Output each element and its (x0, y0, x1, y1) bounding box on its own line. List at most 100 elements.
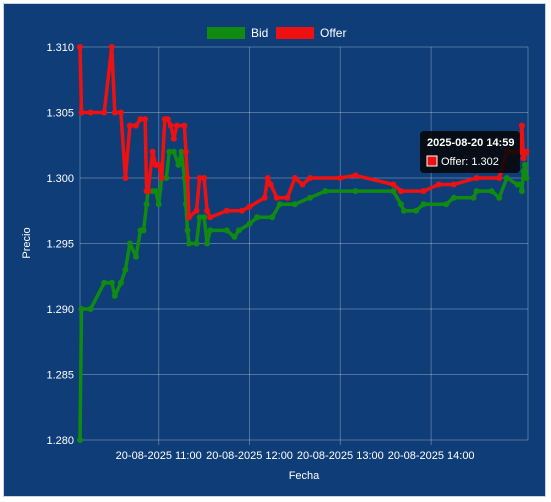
legend-swatch-bid[interactable] (207, 27, 245, 39)
data-point-bid (231, 233, 238, 240)
data-point-offer (184, 175, 191, 181)
data-point-offer (352, 172, 359, 179)
data-point-offer (122, 175, 129, 181)
y-axis-ticks: 1.310 1.305 1.300 1.295 1.290 1.285 1.280 (46, 42, 74, 447)
data-point-bid (523, 175, 530, 181)
data-point-offer (473, 175, 480, 181)
data-point-offer (167, 122, 174, 129)
data-point-offer (264, 175, 271, 181)
data-point-offer (164, 116, 171, 123)
legend-label-bid[interactable]: Bid (251, 26, 268, 40)
data-point-bid (170, 148, 177, 155)
data-point-bid (78, 306, 85, 312)
data-point-bid (184, 227, 191, 234)
data-point-bid (108, 279, 115, 286)
tooltip-title: 2025-08-20 14:59 (427, 137, 514, 149)
data-point-offer (390, 181, 397, 188)
data-point-offer (181, 122, 188, 129)
data-point-offer (246, 203, 253, 210)
data-point-offer (420, 188, 427, 195)
data-point-bid (133, 253, 139, 260)
data-point-offer (101, 109, 108, 116)
data-point-offer (267, 181, 274, 188)
data-point-offer (126, 122, 133, 129)
y-tick-label: 1.300 (46, 173, 74, 185)
y-tick-label: 1.305 (46, 108, 74, 120)
data-point-bid (101, 279, 108, 286)
data-point-bid (307, 194, 314, 201)
data-point-bid (276, 201, 283, 208)
y-tick-label: 1.290 (46, 304, 74, 316)
data-point-bid (163, 175, 170, 181)
data-point-offer (291, 175, 298, 181)
data-point-bid (518, 188, 525, 195)
data-point-bid (400, 207, 407, 214)
data-point-offer (523, 148, 530, 155)
data-point-offer (450, 181, 457, 188)
data-point-offer (108, 44, 115, 50)
tooltip: 2025-08-20 14:59 Offer: 1.302 (420, 131, 520, 173)
x-tick-label: 20-08-2025 12:00 (206, 450, 293, 462)
data-point-bid (143, 201, 150, 208)
data-point-bid (223, 227, 230, 234)
data-point-offer (238, 207, 245, 214)
data-point-bid (152, 188, 159, 195)
data-point-bid (166, 148, 173, 155)
data-point-bid (413, 207, 419, 214)
data-point-offer (397, 188, 404, 195)
data-point-bid (122, 266, 129, 273)
data-point-bid (291, 201, 298, 208)
tooltip-swatch (426, 155, 438, 167)
legend-label-offer[interactable]: Offer (320, 26, 346, 40)
data-point-bid (420, 201, 427, 208)
series-line-bid (78, 150, 529, 441)
data-point-bid (390, 188, 397, 195)
data-point-offer (518, 122, 525, 129)
data-point-offer (170, 135, 177, 142)
data-point-offer (520, 155, 527, 162)
data-point-bid (235, 227, 242, 234)
data-point-offer (204, 207, 211, 214)
data-point-offer (173, 122, 180, 129)
data-point-bid (178, 148, 185, 155)
data-point-offer (307, 175, 314, 181)
data-point-offer (273, 194, 280, 201)
data-point-bid (488, 188, 495, 195)
data-point-bid (193, 240, 200, 247)
data-point-offer (284, 194, 291, 201)
data-point-bid (87, 306, 94, 312)
data-point-offer (193, 207, 200, 214)
data-point-offer (223, 207, 230, 214)
y-axis-title: Precio (21, 227, 33, 258)
data-point-offer (149, 148, 156, 155)
data-point-bid (111, 292, 118, 299)
tooltip-label: Offer: 1.302 (441, 156, 499, 168)
data-point-bid (269, 214, 276, 221)
data-point-bid (140, 227, 147, 234)
x-tick-label: 20-08-2025 11:00 (116, 450, 202, 462)
data-point-bid (517, 181, 524, 188)
data-point-offer (496, 175, 503, 181)
data-point-bid (322, 188, 329, 195)
data-point-offer (117, 109, 124, 116)
data-point-bid (246, 220, 253, 227)
data-point-offer (261, 194, 268, 201)
data-point-offer (111, 109, 118, 116)
data-point-offer (158, 175, 165, 181)
data-point-bid (186, 240, 192, 247)
y-tick-label: 1.310 (46, 42, 74, 54)
legend[interactable]: Bid Offer (207, 26, 346, 40)
data-point-bid (450, 194, 457, 201)
y-tick-label: 1.285 (46, 370, 74, 382)
data-point-bid (254, 214, 261, 221)
legend-swatch-offer[interactable] (276, 27, 314, 39)
series-layer (77, 44, 530, 443)
data-point-bid (155, 201, 162, 208)
data-point-bid (397, 201, 404, 208)
data-point-bid (126, 240, 133, 247)
data-point-offer (78, 109, 85, 116)
x-tick-label: 20-08-2025 14:00 (388, 450, 475, 462)
data-point-bid (503, 175, 510, 181)
y-tick-label: 1.280 (46, 435, 74, 447)
